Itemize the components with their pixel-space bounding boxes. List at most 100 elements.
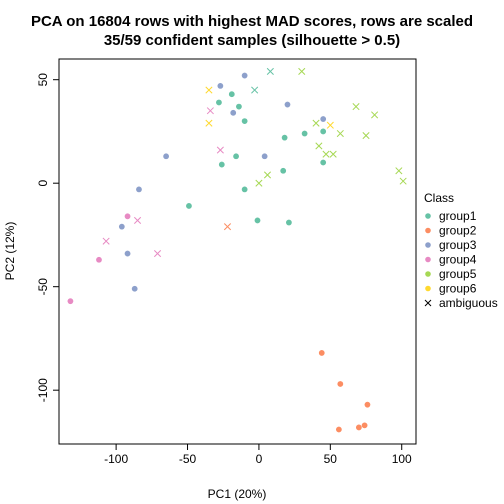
ambiguous-point-stroke bbox=[266, 67, 274, 75]
ambiguous-point bbox=[205, 86, 213, 94]
ambiguous-point bbox=[362, 132, 370, 140]
ambiguous-point-stroke bbox=[102, 237, 110, 245]
legend-group1-dot-icon bbox=[425, 213, 431, 219]
ambiguous-point-stroke bbox=[399, 177, 407, 185]
x-axis: -100 -50 0 50 100 bbox=[104, 443, 412, 466]
group3-point bbox=[261, 153, 268, 160]
legend-group6-dot-icon bbox=[425, 285, 431, 292]
ambiguous-point-stroke bbox=[329, 150, 337, 158]
group1-point bbox=[233, 153, 239, 160]
y-tick-label: 0 bbox=[36, 180, 50, 187]
group3-point bbox=[217, 83, 224, 89]
chart-subtitle: 35/59 confident samples (silhouette > 0.… bbox=[104, 32, 400, 49]
group1-point bbox=[186, 203, 192, 209]
group3-point bbox=[284, 101, 291, 108]
ambiguous-point bbox=[223, 223, 232, 231]
plot-frame bbox=[58, 58, 417, 445]
group1-point bbox=[254, 217, 261, 224]
y-tick-label: -50 bbox=[36, 278, 50, 296]
ambiguous-point bbox=[336, 129, 344, 138]
group3-point bbox=[124, 250, 131, 257]
x-tick-label: 0 bbox=[256, 452, 263, 466]
ambiguous-point-stroke bbox=[336, 129, 344, 138]
ambiguous-point bbox=[255, 179, 263, 187]
chart-title: PCA on 16804 rows with highest MAD score… bbox=[31, 13, 473, 30]
ambiguous-point bbox=[395, 167, 403, 175]
x-tick-label: -100 bbox=[104, 452, 128, 466]
group1-point bbox=[281, 134, 288, 141]
x-tick-label: 50 bbox=[324, 452, 338, 466]
group2-point bbox=[318, 350, 325, 356]
legend-ambiguous-x-icon bbox=[424, 299, 432, 307]
legend-ambiguous-label: ambiguous bbox=[439, 296, 498, 310]
ambiguous-point bbox=[206, 107, 214, 115]
legend-group3-dot-icon bbox=[425, 242, 431, 248]
y-axis: -100 -50 0 50 bbox=[36, 73, 59, 402]
ambiguous-point bbox=[322, 150, 330, 158]
ambiguous-point-stroke bbox=[263, 171, 272, 179]
group4-point bbox=[67, 298, 74, 305]
group1-point bbox=[216, 99, 222, 106]
group3-point bbox=[320, 116, 327, 122]
group3-point bbox=[136, 186, 142, 193]
group1-point bbox=[218, 161, 225, 168]
group1-point bbox=[301, 130, 308, 137]
ambiguous-point-stroke bbox=[206, 107, 214, 115]
ambiguous-point-stroke bbox=[312, 119, 320, 127]
legend-group6-label: group6 bbox=[439, 282, 477, 296]
ambiguous-point bbox=[371, 111, 379, 119]
group1-point bbox=[286, 219, 292, 226]
ambiguous-point-stroke bbox=[315, 142, 323, 150]
ambiguous-point-stroke bbox=[153, 250, 162, 258]
group1-point bbox=[280, 167, 287, 174]
ambiguous-point-stroke bbox=[223, 223, 232, 231]
ambiguous-point-stroke bbox=[395, 167, 403, 175]
ambiguous-point-stroke bbox=[371, 111, 379, 119]
legend-x-stroke bbox=[424, 299, 432, 307]
legend-group1-label: group1 bbox=[439, 209, 477, 223]
y-axis-label: PC2 (12%) bbox=[3, 222, 17, 281]
ambiguous-point-stroke bbox=[251, 86, 259, 94]
ambiguous-point-stroke bbox=[255, 179, 263, 187]
group3-point bbox=[131, 285, 138, 292]
x-tick-label: 100 bbox=[392, 452, 412, 466]
group4-point bbox=[124, 213, 131, 220]
ambiguous-point-stroke bbox=[298, 67, 306, 75]
ambiguous-point bbox=[298, 67, 306, 75]
ambiguous-point bbox=[329, 150, 337, 158]
ambiguous-point-stroke bbox=[205, 119, 213, 127]
ambiguous-point bbox=[312, 119, 320, 127]
ambiguous-point-stroke bbox=[352, 103, 360, 111]
x-tick-label: -50 bbox=[179, 452, 197, 466]
ambiguous-point-stroke bbox=[216, 146, 224, 154]
group1-point bbox=[320, 159, 327, 166]
ambiguous-point bbox=[133, 216, 142, 225]
group1-point bbox=[320, 128, 327, 135]
ambiguous-point bbox=[216, 146, 224, 154]
group2-point bbox=[361, 422, 368, 429]
ambiguous-point bbox=[326, 121, 334, 129]
group3-point bbox=[241, 72, 248, 79]
group1-point bbox=[241, 186, 248, 193]
legend-group2-label: group2 bbox=[439, 224, 477, 238]
ambiguous-point bbox=[315, 142, 323, 150]
group2-point bbox=[337, 381, 344, 387]
group1-point bbox=[236, 103, 242, 110]
ambiguous-point bbox=[352, 103, 360, 111]
ambiguous-point bbox=[205, 119, 213, 127]
group4-point bbox=[96, 256, 102, 263]
group1-point bbox=[228, 91, 235, 98]
y-tick-label: -100 bbox=[36, 378, 50, 402]
legend-group5-label: group5 bbox=[439, 267, 477, 281]
group3-point bbox=[230, 109, 237, 116]
ambiguous-point-stroke bbox=[322, 150, 330, 158]
legend-group3-label: group3 bbox=[439, 238, 477, 252]
ambiguous-point bbox=[102, 237, 110, 245]
legend-group4-label: group4 bbox=[439, 253, 477, 267]
legend-group2-dot-icon bbox=[425, 227, 431, 234]
ambiguous-point bbox=[251, 86, 259, 94]
ambiguous-point-stroke bbox=[326, 121, 334, 129]
group1-point bbox=[241, 118, 248, 124]
x-axis-label: PC1 (20%) bbox=[208, 487, 267, 501]
ambiguous-point bbox=[263, 171, 272, 179]
